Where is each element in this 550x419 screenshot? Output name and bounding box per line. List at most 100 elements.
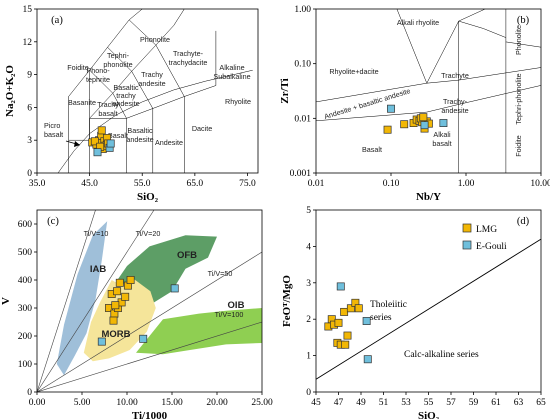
oib-field — [136, 308, 262, 355]
x-tick-label: 59 — [469, 398, 479, 408]
x-tick-label: 63 — [514, 398, 524, 408]
y-tick-label: 6 — [27, 103, 32, 113]
panel-label: (c) — [47, 216, 59, 227]
x-tick-label: 51 — [379, 398, 389, 408]
x-axis-label: SiO₂ — [418, 410, 440, 419]
field-label-trachybasalt: basalt — [98, 109, 117, 118]
lmg-point — [343, 331, 352, 340]
x-tick-label: 47 — [334, 398, 344, 408]
tas-field-boundary — [128, 19, 185, 97]
field-label-calc-alkaline: Calc-alkaline series — [404, 350, 479, 360]
field-label-trachyandesite: Trachy- — [443, 97, 468, 106]
y-tick-label: 5 — [306, 206, 311, 216]
tas-field-boundary — [68, 8, 143, 141]
egouli-point — [93, 148, 102, 157]
x-tick-label: 0.00 — [29, 398, 46, 408]
plot-frame — [315, 8, 542, 174]
panel-label: (b) — [517, 15, 530, 26]
tas-field-boundary — [152, 96, 185, 173]
field-label-trachyandesite: andesite — [441, 106, 468, 115]
field-label-basalt: Basalt — [362, 145, 382, 154]
field-label-subalkaline: Subalkaline — [213, 72, 250, 81]
y-tick-label: 0 — [306, 388, 311, 398]
y-tick-label: 200 — [18, 332, 33, 342]
panel-label: (d) — [517, 216, 530, 227]
x-axis-label: Ti/1000 — [132, 410, 168, 419]
x-tick-label: 15.00 — [161, 398, 183, 408]
nby-field-boundary — [396, 8, 428, 84]
ti-v-ratio-line — [37, 251, 262, 392]
lmg-point — [126, 276, 135, 284]
field-label-trachyandesite: Trachy — [141, 70, 163, 79]
y-tick-label: 600 — [18, 220, 33, 230]
x-tick-label: 57 — [446, 398, 456, 408]
field-label-foidite: Foidite — [514, 135, 523, 157]
x-tick-label: 20.00 — [206, 398, 228, 408]
tas-field-boundary — [89, 8, 185, 119]
field-label-phonolite: Phonolite — [140, 35, 170, 44]
x-tick-label: 10.00 — [530, 179, 550, 189]
field-label-alkaline: Alkaline — [219, 63, 244, 72]
x-tick-label: 10.00 — [116, 398, 138, 408]
nby-field-boundary — [315, 85, 542, 122]
y-tick-label: 400 — [18, 276, 33, 286]
x-tick-label: 65 — [536, 398, 546, 408]
field-label-basanite: Basanite — [68, 98, 96, 107]
x-tick-label: 45 — [311, 398, 321, 408]
lmg-point — [111, 301, 120, 310]
panel-c-ti-v-diagram: Ti/V=10 Ti/V=20 Ti/V=50 Ti/V=100 IAB OFB MORB O… — [0, 209, 273, 419]
field-label-andesite-basaltic-andesite: Andesite + basaltic andesite — [323, 86, 411, 121]
ratio-label-50: Ti/V=50 — [208, 269, 233, 278]
y-axis-label: FeOᵀ/MgO — [281, 275, 293, 327]
field-label-trachyte: Trachyte- — [173, 49, 204, 58]
egouli-point — [387, 104, 395, 113]
field-label-ofb: OFB — [177, 250, 197, 261]
field-label-rhyolite-dacite: Rhyolite+dacite — [329, 67, 378, 76]
y-tick-label: 3 — [27, 136, 32, 146]
lmg-point — [121, 292, 130, 301]
field-label-trachyte: Trachyte — [441, 71, 469, 80]
ti-v-ratio-line — [37, 321, 262, 392]
field-label-basaltic-trachyandesite: Basaltic — [113, 83, 139, 92]
x-tick-label: 5.00 — [74, 398, 91, 408]
egouli-point — [106, 139, 115, 148]
lmg-point — [97, 126, 106, 135]
panel-a-tas-diagram: Foidite Phonolite Tephri-phonolitePhono-te… — [4, 5, 259, 203]
lmg-point — [340, 307, 349, 316]
field-label-phonotephrite: Phono- — [86, 66, 110, 75]
lmg-point — [334, 318, 343, 327]
field-label-basalt: Basalt — [108, 131, 128, 140]
y-axis-label: Na₂O+K₂O — [4, 65, 16, 117]
field-label-tholeiitic: Tholeiitic — [370, 300, 407, 310]
field-label-rhyolite: Rhyolite — [225, 97, 251, 106]
field-label-phonolite: Phonolite — [514, 25, 523, 55]
field-label-tephriphonolite: Tephri- — [107, 51, 130, 60]
plot-frame — [36, 8, 259, 174]
x-tick-label: 35.0 — [29, 179, 46, 189]
tas-field-boundary — [184, 85, 216, 97]
egouli-point — [170, 284, 179, 293]
field-label-morb: MORB — [101, 329, 130, 340]
field-label-tephriphonolite: Tephri-phonolite — [514, 73, 523, 124]
x-axis-label: Nb/Y — [416, 191, 441, 203]
field-label-iab: IAB — [90, 264, 107, 275]
ti-v-ratio-line — [37, 210, 155, 392]
y-tick-label: 0.001 — [290, 169, 312, 179]
legend-swatch-egouli — [462, 240, 472, 250]
egouli-point — [439, 119, 448, 127]
y-tick-label: 1 — [306, 352, 311, 362]
lmg-point — [400, 120, 409, 129]
y-tick-label: 500 — [18, 248, 33, 258]
field-label-basaltic-andesite: andesite — [126, 135, 153, 144]
x-tick-label: 61 — [491, 398, 501, 408]
x-axis-label: SiO₂ — [137, 191, 159, 203]
y-axis-label: Zr/Ti — [279, 78, 291, 103]
egouli-point — [362, 317, 371, 325]
x-tick-label: 0.01 — [308, 179, 325, 189]
y-tick-label: 100 — [18, 360, 33, 370]
lmg-point — [419, 113, 428, 122]
lmg-point — [90, 137, 99, 146]
x-tick-label: 25.00 — [251, 398, 273, 408]
field-label-trachyandesite: andesite — [138, 79, 165, 88]
field-label-tephriphonolite: phonolite — [103, 60, 132, 69]
